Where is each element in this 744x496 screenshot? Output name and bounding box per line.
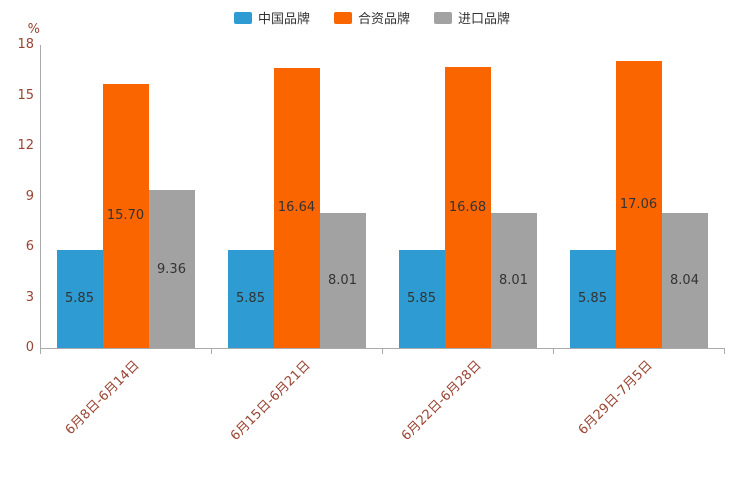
bar-value-label: 5.85: [578, 291, 607, 307]
bar-s1-g4: 5.85: [569, 249, 616, 348]
bar-s2-g3: 16.68: [444, 67, 491, 348]
bar-s3-g4: 8.04: [661, 212, 708, 348]
bar-s1-g3: 5.85: [398, 249, 445, 348]
y-axis-tick-label: 18: [17, 37, 34, 52]
legend-swatch-icon: [333, 11, 352, 24]
bar-s3-g2: 8.01: [319, 213, 366, 348]
legend-item-label: 中国品牌: [257, 12, 310, 27]
y-axis-tick-label: 12: [17, 138, 34, 153]
bar-s3-g3: 8.01: [490, 213, 537, 348]
bar-s1-g1: 5.85: [56, 249, 103, 348]
bar-value-label: 17.06: [619, 196, 658, 212]
x-axis-line: [40, 348, 725, 349]
y-axis-tick-label: 9: [25, 188, 34, 204]
bar-value-label: 16.64: [277, 200, 316, 216]
bar-value-label: 16.68: [448, 200, 487, 216]
legend-swatch-icon: [233, 11, 252, 24]
legend-swatch-icon: [434, 11, 452, 24]
x-axis-tick: [724, 349, 725, 354]
bar-value-label: 9.36: [157, 261, 186, 277]
x-axis-tick: [40, 349, 41, 354]
x-axis-category-label: 6月8日-6月14日: [62, 358, 143, 438]
bar-s3-g1: 9.36: [148, 190, 195, 348]
legend-item-label: 合资品牌: [357, 12, 410, 27]
y-axis-tick-label: 0: [25, 340, 34, 355]
bar-value-label: 15.70: [106, 208, 145, 224]
x-axis-category-label: 6月29日-7月5日: [575, 358, 656, 438]
bar-s2-g1: 15.70: [102, 83, 149, 348]
bar-value-label: 5.85: [236, 291, 265, 307]
x-axis-category-label: 6月22日-6月28日: [398, 358, 485, 444]
x-axis-tick: [382, 349, 383, 354]
y-axis-tick-label: 3: [25, 289, 34, 305]
bar-value-label: 8.04: [670, 272, 699, 288]
x-axis-tick: [553, 349, 554, 354]
y-axis-line: [40, 45, 41, 349]
legend-item-label: 进口品牌: [458, 12, 511, 27]
x-axis-category-label: 6月15日-6月21日: [227, 358, 314, 444]
bar-value-label: 8.01: [328, 273, 357, 289]
x-axis-tick: [211, 349, 212, 354]
y-axis-tick-label: 15: [17, 87, 34, 103]
bar-s2-g2: 16.64: [273, 67, 320, 348]
bar-value-label: 5.85: [407, 291, 436, 307]
legend-item-3[interactable]: 进口品牌: [434, 8, 510, 27]
bar-value-label: 5.85: [65, 291, 94, 307]
bar-s1-g2: 5.85: [227, 249, 274, 348]
legend-item-1[interactable]: 中国品牌: [233, 8, 310, 27]
bar-value-label: 8.01: [499, 273, 528, 289]
legend-item-2[interactable]: 合资品牌: [333, 8, 410, 27]
y-axis-tick-label: 6: [25, 239, 34, 254]
chart-legend: 中国品牌 合资品牌 进口品牌: [0, 8, 744, 27]
y-axis-unit-label: %: [27, 22, 40, 37]
bar-s2-g4: 17.06: [615, 60, 662, 348]
